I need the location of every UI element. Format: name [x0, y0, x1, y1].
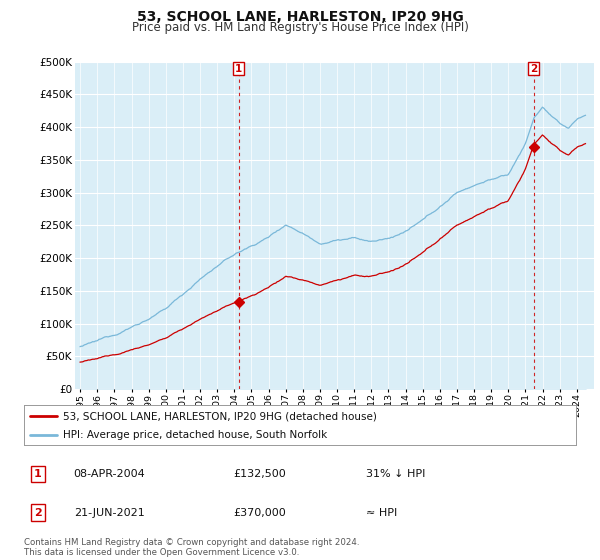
Text: 2: 2	[34, 507, 41, 517]
Text: 1: 1	[235, 64, 242, 73]
Text: HPI: Average price, detached house, South Norfolk: HPI: Average price, detached house, Sout…	[62, 430, 327, 440]
Text: 2: 2	[530, 64, 537, 73]
Text: £132,500: £132,500	[234, 469, 287, 479]
Text: £370,000: £370,000	[234, 507, 287, 517]
Text: 21-JUN-2021: 21-JUN-2021	[74, 507, 145, 517]
Text: 53, SCHOOL LANE, HARLESTON, IP20 9HG: 53, SCHOOL LANE, HARLESTON, IP20 9HG	[137, 10, 463, 24]
Text: 08-APR-2004: 08-APR-2004	[74, 469, 145, 479]
Text: ≈ HPI: ≈ HPI	[366, 507, 397, 517]
Text: Contains HM Land Registry data © Crown copyright and database right 2024.
This d: Contains HM Land Registry data © Crown c…	[24, 538, 359, 557]
Text: 53, SCHOOL LANE, HARLESTON, IP20 9HG (detached house): 53, SCHOOL LANE, HARLESTON, IP20 9HG (de…	[62, 411, 377, 421]
Text: Price paid vs. HM Land Registry's House Price Index (HPI): Price paid vs. HM Land Registry's House …	[131, 21, 469, 34]
Text: 1: 1	[34, 469, 41, 479]
Text: 31% ↓ HPI: 31% ↓ HPI	[366, 469, 425, 479]
